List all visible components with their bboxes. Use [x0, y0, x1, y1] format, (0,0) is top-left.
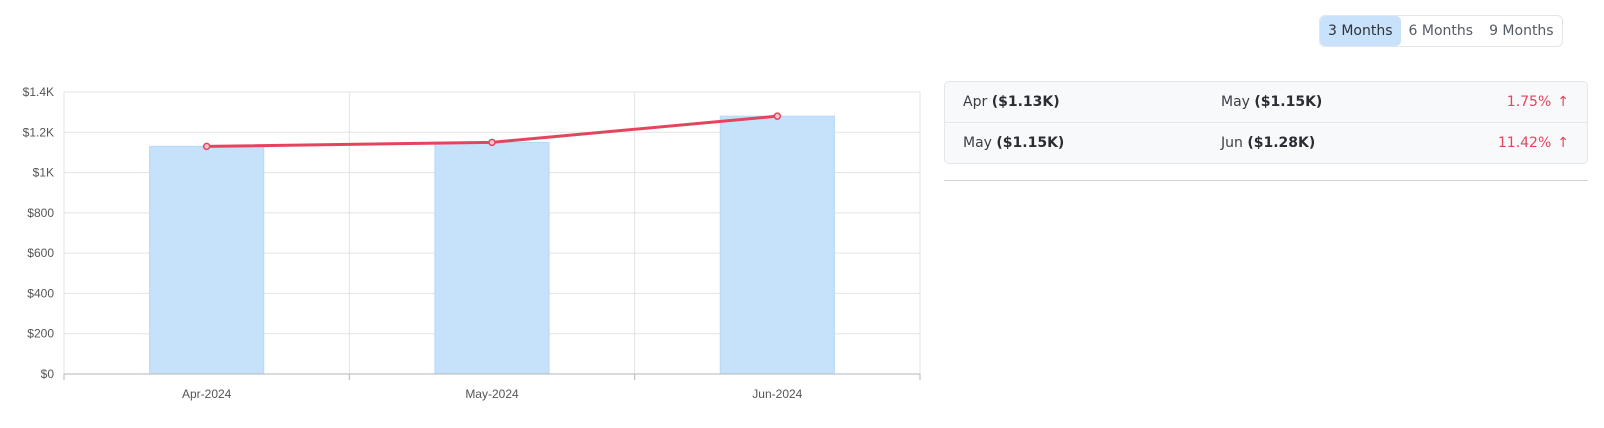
arrow-up-icon: ↑	[1557, 135, 1569, 151]
y-tick-label: $400	[27, 286, 54, 300]
change-value: 11.42%	[1497, 135, 1552, 151]
to-month: Jun ($1.28K)	[1221, 135, 1315, 151]
bar	[149, 145, 265, 375]
range-6-months-button[interactable]: 6 Months	[1408, 23, 1474, 39]
change-percent: 11.42% ↑	[1498, 135, 1569, 151]
monthly-spend-chart: $0 $200 $400 $600 $800 $1K $1.2K $1.4K Apr-2024 M…	[23, 85, 921, 401]
y-tick-label: $1K	[33, 166, 54, 180]
comparison-row: Apr ($1.13K) May ($1.15K) 1.75% ↑	[945, 82, 1587, 122]
from-month: Apr ($1.13K)	[963, 94, 1060, 110]
x-tick-label: Jun-2024	[752, 387, 802, 401]
line-point	[488, 138, 496, 147]
from-month: May ($1.15K)	[963, 135, 1064, 151]
chart-axes: $0 $200 $400 $600 $800 $1K $1.2K $1.4K Apr-2024 M…	[23, 85, 921, 401]
chart-line-series	[202, 112, 782, 151]
to-month-amount: ($1.28K)	[1247, 135, 1316, 151]
line-point	[773, 112, 782, 120]
y-tick-label: $1.4K	[23, 85, 54, 99]
range-toggle: 3 Months 6 Months 9 Months	[1319, 15, 1563, 47]
y-tick-label: $0	[41, 367, 55, 381]
y-tick-label: $200	[27, 327, 54, 341]
chart-bars	[149, 115, 835, 375]
comparison-row: May ($1.15K) Jun ($1.28K) 11.42% ↑	[945, 122, 1587, 163]
range-9-months-button[interactable]: 9 Months	[1489, 23, 1554, 39]
x-tick-label: May-2024	[465, 387, 519, 401]
to-month-label: Jun	[1221, 135, 1243, 151]
from-month-label: Apr	[963, 94, 988, 110]
line-point	[202, 142, 211, 151]
section-divider	[944, 180, 1588, 181]
from-month-amount: ($1.15K)	[996, 135, 1065, 151]
bar	[434, 141, 550, 375]
y-tick-label: $1.2K	[23, 125, 54, 139]
change-percent: 1.75% ↑	[1507, 94, 1569, 110]
range-3-months-button[interactable]: 3 Months	[1320, 16, 1401, 46]
arrow-up-icon: ↑	[1557, 94, 1569, 110]
to-month: May ($1.15K)	[1221, 94, 1322, 110]
month-comparison-table: Apr ($1.13K) May ($1.15K) 1.75% ↑ May ($1…	[944, 81, 1588, 164]
from-month-label: May	[963, 135, 992, 151]
from-month-amount: ($1.13K)	[991, 94, 1060, 110]
x-tick-label: Apr-2024	[182, 387, 232, 401]
bar	[719, 115, 835, 375]
y-tick-label: $600	[27, 246, 54, 260]
change-value: 1.75%	[1506, 94, 1552, 110]
to-month-label: May	[1221, 94, 1250, 110]
to-month-amount: ($1.15K)	[1254, 94, 1323, 110]
y-tick-label: $800	[27, 206, 54, 220]
